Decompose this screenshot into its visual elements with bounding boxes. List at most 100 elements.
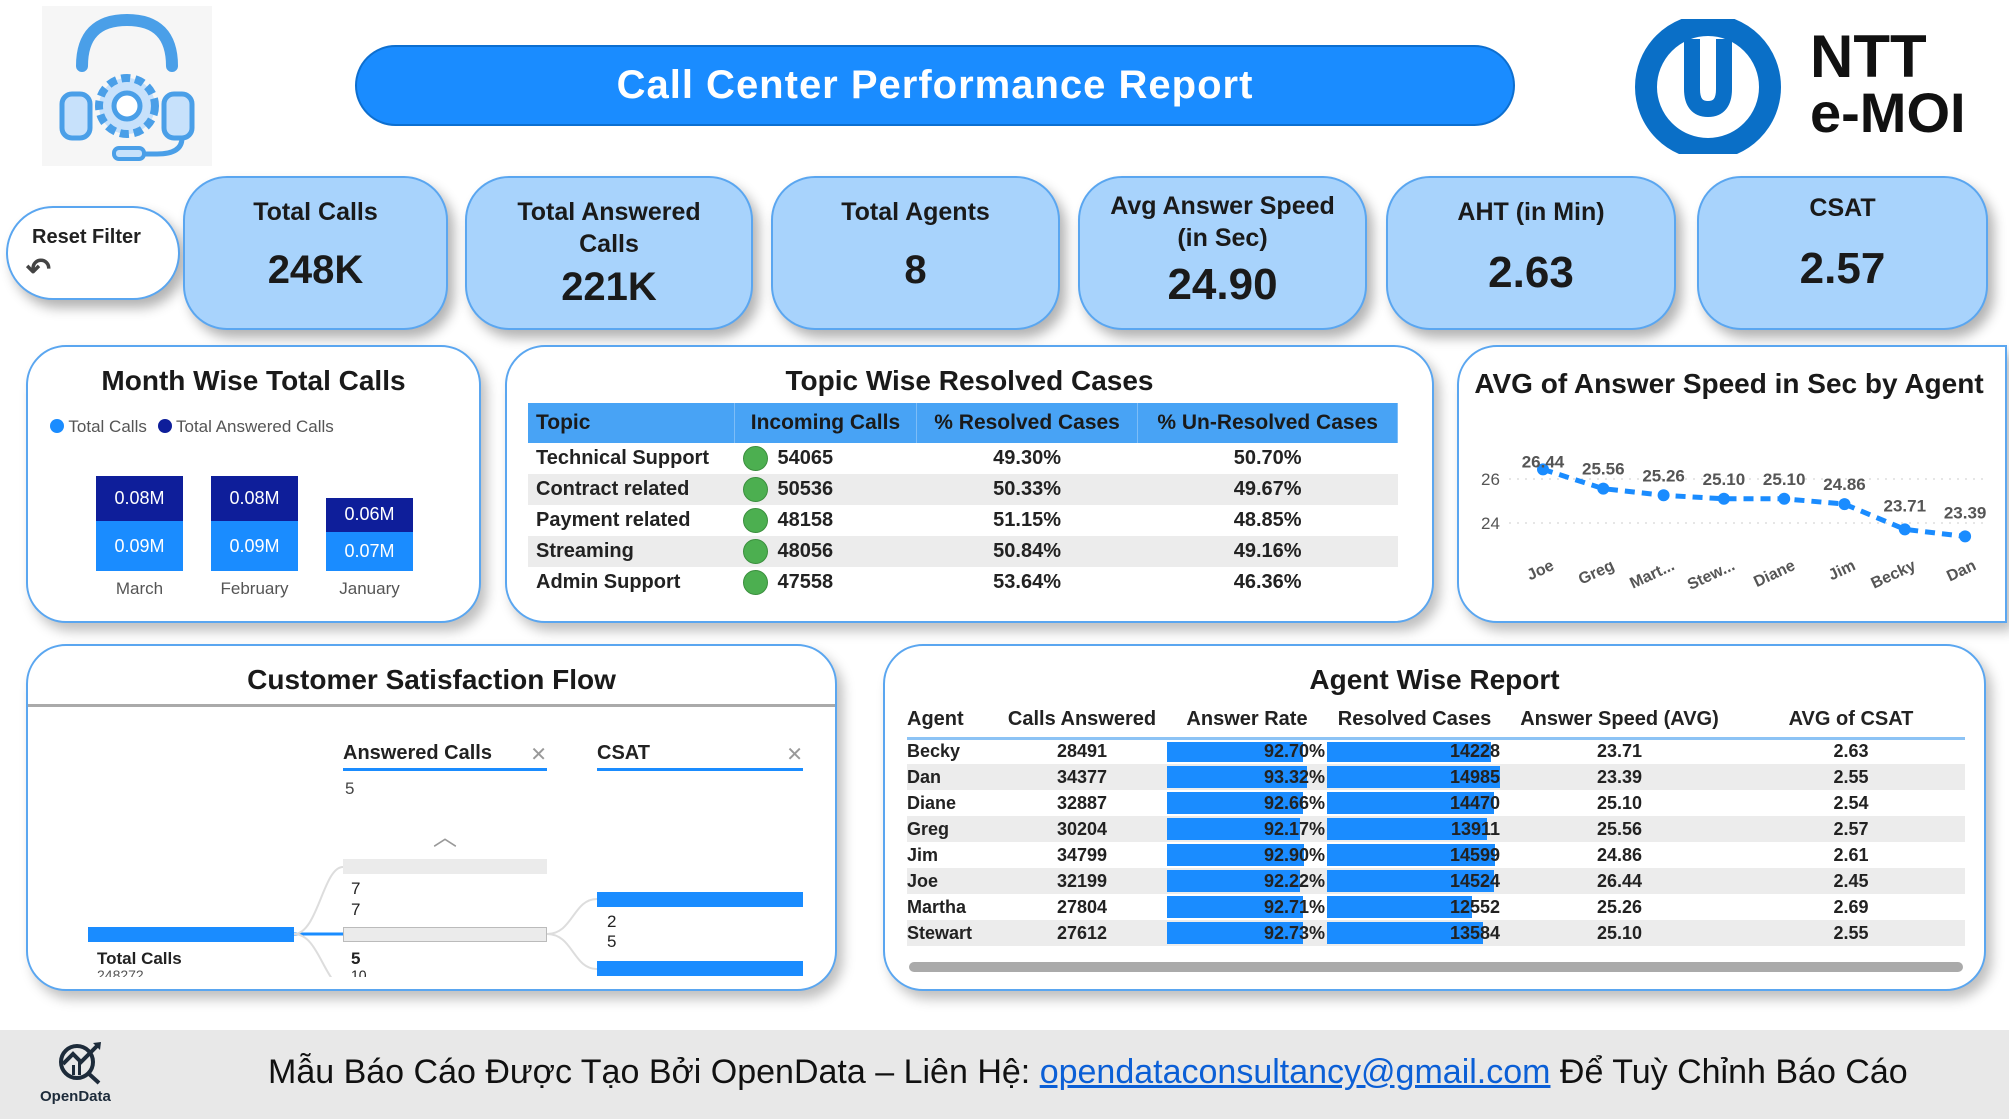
table-row[interactable]: Contract related 50536 50.33% 49.67% [528, 474, 1398, 505]
table-row[interactable]: Jim 34799 92.90% 14599 24.86 2.61 [907, 842, 1965, 868]
table-row[interactable]: Streaming 48056 50.84% 49.16% [528, 536, 1398, 567]
kpi-label: Avg Answer Speed (in Sec) [1110, 192, 1335, 252]
root-label: Total Calls [97, 949, 182, 968]
level-answered-calls[interactable]: Answered Calls ✕ [343, 742, 547, 771]
column-header[interactable]: Resolved Cases [1327, 702, 1502, 740]
table-title: Agent Wise Report [1309, 664, 1560, 695]
table-cell: 12552 [1327, 894, 1502, 920]
table-cell: 2.61 [1737, 842, 1965, 868]
cell-value: Streaming [536, 540, 634, 562]
kpi-label: Total Agents [841, 198, 990, 226]
data-point[interactable] [1717, 492, 1730, 505]
level-csat[interactable]: CSAT ✕ [597, 742, 803, 771]
table-cell: 25.56 [1502, 816, 1737, 842]
table-cell: 30204 [997, 816, 1167, 842]
cell-value: 92.70% [1263, 741, 1325, 762]
cell-value: 92.66% [1263, 792, 1325, 813]
column-header[interactable]: Agent [907, 702, 997, 740]
column-header[interactable]: Answer Speed (AVG) [1502, 702, 1737, 740]
table-row[interactable]: Becky 28491 92.70% 14228 23.71 2.63 [907, 738, 1965, 764]
bar-total-february[interactable]: 0.09M [211, 520, 298, 571]
cell-value: 50.33% [993, 478, 1061, 500]
kpi-value: 24.90 [1167, 260, 1278, 309]
cell-value: 13911 [1450, 818, 1500, 839]
level-label: CSAT [597, 742, 650, 764]
column-header[interactable]: % Resolved Cases [916, 403, 1139, 443]
cell-value: 92.71% [1263, 896, 1325, 917]
data-point[interactable] [1959, 530, 1972, 543]
node-value: 5 [345, 779, 355, 798]
table-row[interactable]: Joe 32199 92.22% 14524 26.44 2.45 [907, 868, 1965, 894]
column-header[interactable]: Topic [528, 403, 736, 443]
table-cell: Becky [907, 738, 997, 764]
bar-total-march[interactable]: 0.09M [96, 520, 183, 571]
cell-value: Payment related [536, 509, 691, 531]
data-point[interactable] [1898, 523, 1911, 536]
table-row[interactable]: Admin Support 47558 53.64% 46.36% [528, 567, 1398, 598]
contact-email-link[interactable]: opendataconsultancy@gmail.com [1039, 1053, 1551, 1091]
table-row[interactable]: Payment related 48158 51.15% 48.85% [528, 505, 1398, 536]
cell-value: 51.15% [993, 509, 1061, 531]
data-point[interactable] [1537, 463, 1549, 476]
footer-text-after: Để Tuỳ Chỉnh Báo Cáo [1550, 1053, 1908, 1091]
table-cell: 53.64% [916, 567, 1137, 598]
tree-node-bar[interactable] [343, 859, 547, 874]
cell-value: 2.55 [1833, 922, 1869, 943]
table-cell: 27612 [997, 920, 1167, 946]
table-cell: 34377 [997, 764, 1167, 790]
x-tick-label: March [115, 579, 164, 598]
chevron-up-icon[interactable]: ︿ [433, 824, 457, 851]
table-cell: Martha [907, 894, 997, 920]
data-point[interactable] [1657, 489, 1670, 502]
table-cell: 14470 [1327, 790, 1502, 816]
data-bar [1327, 818, 1488, 840]
data-point[interactable] [1597, 482, 1610, 495]
data-point[interactable] [1838, 498, 1851, 511]
kpi-label: AHT (in Min) [1457, 198, 1605, 226]
node-label: 2 [607, 912, 617, 931]
cell-value: 14470 [1449, 792, 1500, 813]
table-row[interactable]: Stewart 27612 92.73% 13584 25.10 2.55 [907, 920, 1965, 946]
column-header[interactable]: Answer Rate [1167, 702, 1327, 740]
kpi-aht: AHT (in Min) 2.63 [1386, 176, 1676, 330]
node-value: 5 [607, 932, 617, 951]
cell-value: 34799 [1056, 844, 1108, 865]
x-tick-label: February [220, 579, 289, 598]
tree-node-bar[interactable] [597, 892, 803, 907]
cell-value: Diane [907, 792, 957, 813]
cell-value: 14985 [1449, 766, 1500, 787]
data-point[interactable] [1778, 492, 1791, 505]
topic-table-card: Topic Wise Resolved Cases Topic Incoming … [505, 345, 1434, 623]
table-row[interactable]: Martha 27804 92.71% 12552 25.26 2.69 [907, 894, 1965, 920]
status-dot-icon [742, 539, 768, 564]
cell-value: 12552 [1449, 896, 1500, 917]
headset-gear-icon [59, 13, 195, 161]
column-header[interactable]: % Un-Resolved Cases [1137, 403, 1398, 443]
bar-answered-february[interactable]: 0.08M [211, 475, 298, 521]
csf-title: Customer Satisfaction Flow [247, 664, 616, 695]
table-cell: Greg [907, 816, 997, 842]
horizontal-scrollbar[interactable] [909, 962, 1963, 972]
close-icon[interactable]: ✕ [530, 744, 547, 766]
reset-filter-button[interactable]: Reset Filter ↶ [6, 206, 180, 300]
cell-value: 28491 [1056, 741, 1108, 762]
table-cell: 48158 [735, 505, 917, 536]
tree-node-bar-selected[interactable] [343, 927, 547, 942]
table-row[interactable]: Dan 34377 93.32% 14985 23.39 2.55 [907, 764, 1965, 790]
bar-answered-january[interactable]: 0.06M [326, 498, 413, 532]
tree-root-bar[interactable] [88, 927, 294, 942]
bar-total-january[interactable]: 0.07M [326, 531, 413, 571]
table-row[interactable]: Greg 30204 92.17% 13911 25.56 2.57 [907, 816, 1965, 842]
table-row[interactable]: Diane 32887 92.66% 14470 25.10 2.54 [907, 790, 1965, 816]
column-header[interactable]: Incoming Calls [734, 403, 917, 443]
table-cell: 13911 [1327, 816, 1502, 842]
column-header[interactable]: AVG of CSAT [1737, 702, 1965, 740]
kpi-avg-answer-speed: Avg Answer Speed (in Sec) 24.90 [1078, 176, 1367, 330]
bar-answered-march[interactable]: 0.08M [96, 475, 183, 521]
cell-value: 24.86 [1596, 844, 1643, 865]
data-bar [1167, 766, 1307, 788]
tree-node-bar[interactable] [597, 961, 803, 976]
close-icon[interactable]: ✕ [786, 744, 803, 766]
table-row[interactable]: Technical Support 54065 49.30% 50.70% [528, 443, 1398, 474]
column-header[interactable]: Calls Answered [997, 702, 1167, 740]
